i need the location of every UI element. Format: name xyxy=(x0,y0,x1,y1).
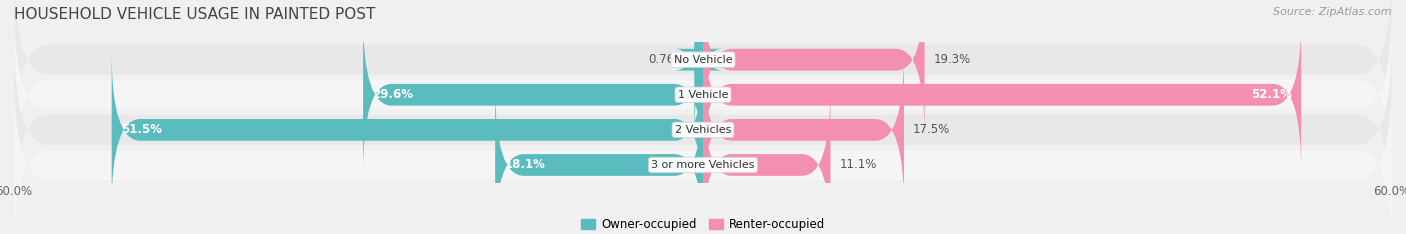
Text: 51.5%: 51.5% xyxy=(121,123,162,136)
FancyBboxPatch shape xyxy=(495,88,703,234)
Legend: Owner-occupied, Renter-occupied: Owner-occupied, Renter-occupied xyxy=(576,213,830,234)
Text: 1 Vehicle: 1 Vehicle xyxy=(678,90,728,100)
FancyBboxPatch shape xyxy=(111,53,703,207)
FancyBboxPatch shape xyxy=(14,40,1392,220)
FancyBboxPatch shape xyxy=(14,0,1392,150)
Text: Source: ZipAtlas.com: Source: ZipAtlas.com xyxy=(1274,7,1392,17)
Text: 11.1%: 11.1% xyxy=(839,158,877,172)
Text: 19.3%: 19.3% xyxy=(934,53,972,66)
FancyBboxPatch shape xyxy=(14,4,1392,185)
FancyBboxPatch shape xyxy=(703,53,904,207)
FancyBboxPatch shape xyxy=(14,75,1392,234)
FancyBboxPatch shape xyxy=(703,0,925,136)
Text: 17.5%: 17.5% xyxy=(912,123,950,136)
FancyBboxPatch shape xyxy=(703,88,831,234)
FancyBboxPatch shape xyxy=(363,18,703,172)
Text: 0.76%: 0.76% xyxy=(648,53,685,66)
Text: No Vehicle: No Vehicle xyxy=(673,55,733,65)
FancyBboxPatch shape xyxy=(703,18,1301,172)
Text: 18.1%: 18.1% xyxy=(505,158,546,172)
Text: 3 or more Vehicles: 3 or more Vehicles xyxy=(651,160,755,170)
Text: HOUSEHOLD VEHICLE USAGE IN PAINTED POST: HOUSEHOLD VEHICLE USAGE IN PAINTED POST xyxy=(14,7,375,22)
FancyBboxPatch shape xyxy=(675,0,723,136)
Text: 52.1%: 52.1% xyxy=(1251,88,1292,101)
Text: 29.6%: 29.6% xyxy=(373,88,413,101)
Text: 2 Vehicles: 2 Vehicles xyxy=(675,125,731,135)
